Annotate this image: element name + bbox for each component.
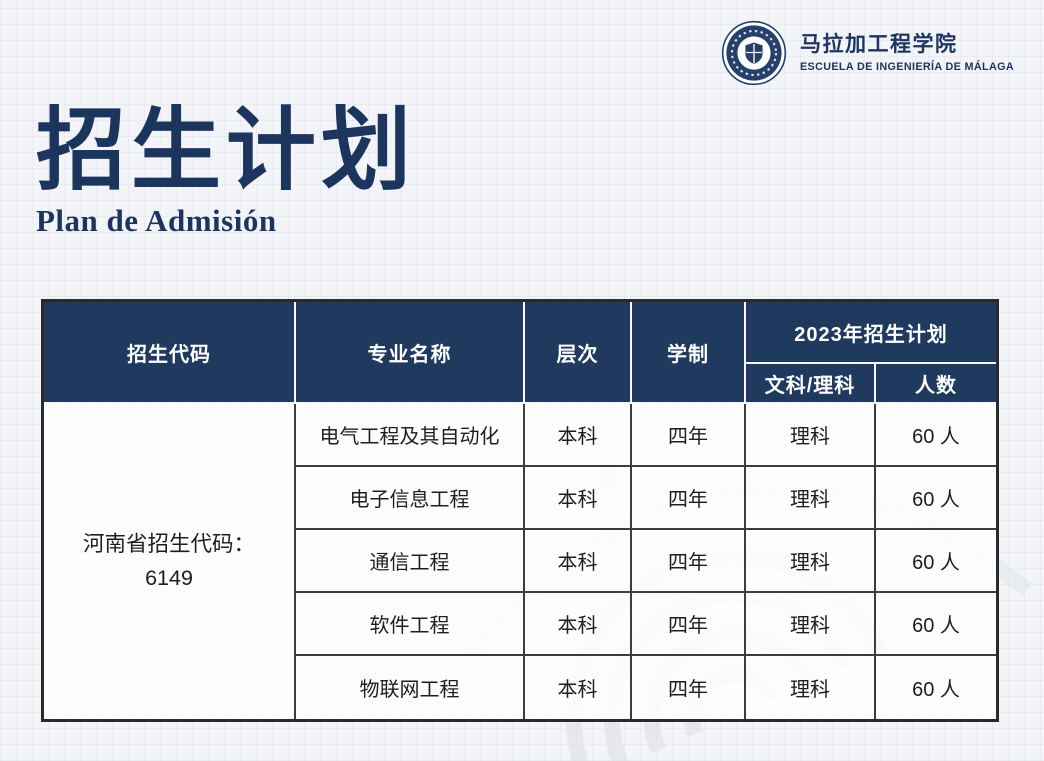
table-row-quota: 60 人 — [876, 656, 996, 719]
table-row-track: 理科 — [746, 467, 876, 530]
table-row-track: 理科 — [746, 404, 876, 467]
admission-plan-table: 招生代码 专业名称 层次 学制 2023年招生计划 文科/理科 人数 河南省招生… — [41, 299, 999, 722]
table-row-major: 软件工程 — [296, 593, 525, 656]
page-title: 招生计划 — [36, 101, 416, 201]
university-seal-icon — [721, 20, 787, 86]
school-name-zh: 马拉加工程学院 — [799, 32, 958, 56]
table-row-major: 电子信息工程 — [296, 467, 525, 530]
header-duration: 学制 — [632, 302, 746, 404]
school-name-block: 马拉加工程学院 ESCUELA DE INGENIERÍA DE MÁLAGA — [800, 33, 1014, 73]
table-row-track: 理科 — [746, 530, 876, 593]
title-block: 招生计划 Plan de Admisión — [36, 104, 416, 239]
table-row-duration: 四年 — [632, 404, 746, 467]
table-row-major: 通信工程 — [296, 530, 525, 593]
province-code-label: 河南省招生代码： — [82, 532, 255, 557]
school-brand: 马拉加工程学院 ESCUELA DE INGENIERÍA DE MÁLAGA — [721, 20, 1014, 86]
table-row-track: 理科 — [746, 656, 876, 719]
table-row-quota: 60 人 — [876, 530, 996, 593]
table-row-duration: 四年 — [632, 530, 746, 593]
header-2023-plan-group: 2023年招生计划 — [746, 302, 996, 364]
table-row-level: 本科 — [525, 530, 632, 593]
table-row-level: 本科 — [525, 593, 632, 656]
header-major-name: 专业名称 — [296, 302, 525, 404]
header-admission-code: 招生代码 — [44, 302, 296, 404]
school-name-es: ESCUELA DE INGENIERÍA DE MÁLAGA — [799, 61, 1014, 74]
table-row-major: 物联网工程 — [296, 656, 525, 719]
table-row-duration: 四年 — [632, 593, 746, 656]
header-track: 文科/理科 — [746, 364, 876, 404]
province-code-cell: 河南省招生代码： 6149 — [44, 404, 296, 719]
table-row-duration: 四年 — [632, 467, 746, 530]
table-row-level: 本科 — [525, 404, 632, 467]
table-row-level: 本科 — [525, 467, 632, 530]
table-row-quota: 60 人 — [876, 467, 996, 530]
table-row-track: 理科 — [746, 593, 876, 656]
page-subtitle: Plan de Admisión — [36, 202, 277, 238]
table-row-quota: 60 人 — [876, 404, 996, 467]
table-row-major: 电气工程及其自动化 — [296, 404, 525, 467]
province-code-value: 6149 — [145, 565, 193, 590]
header-level: 层次 — [525, 302, 632, 404]
table-row-level: 本科 — [525, 656, 632, 719]
table-row-quota: 60 人 — [876, 593, 996, 656]
header-count: 人数 — [876, 364, 996, 404]
table-row-duration: 四年 — [632, 656, 746, 719]
